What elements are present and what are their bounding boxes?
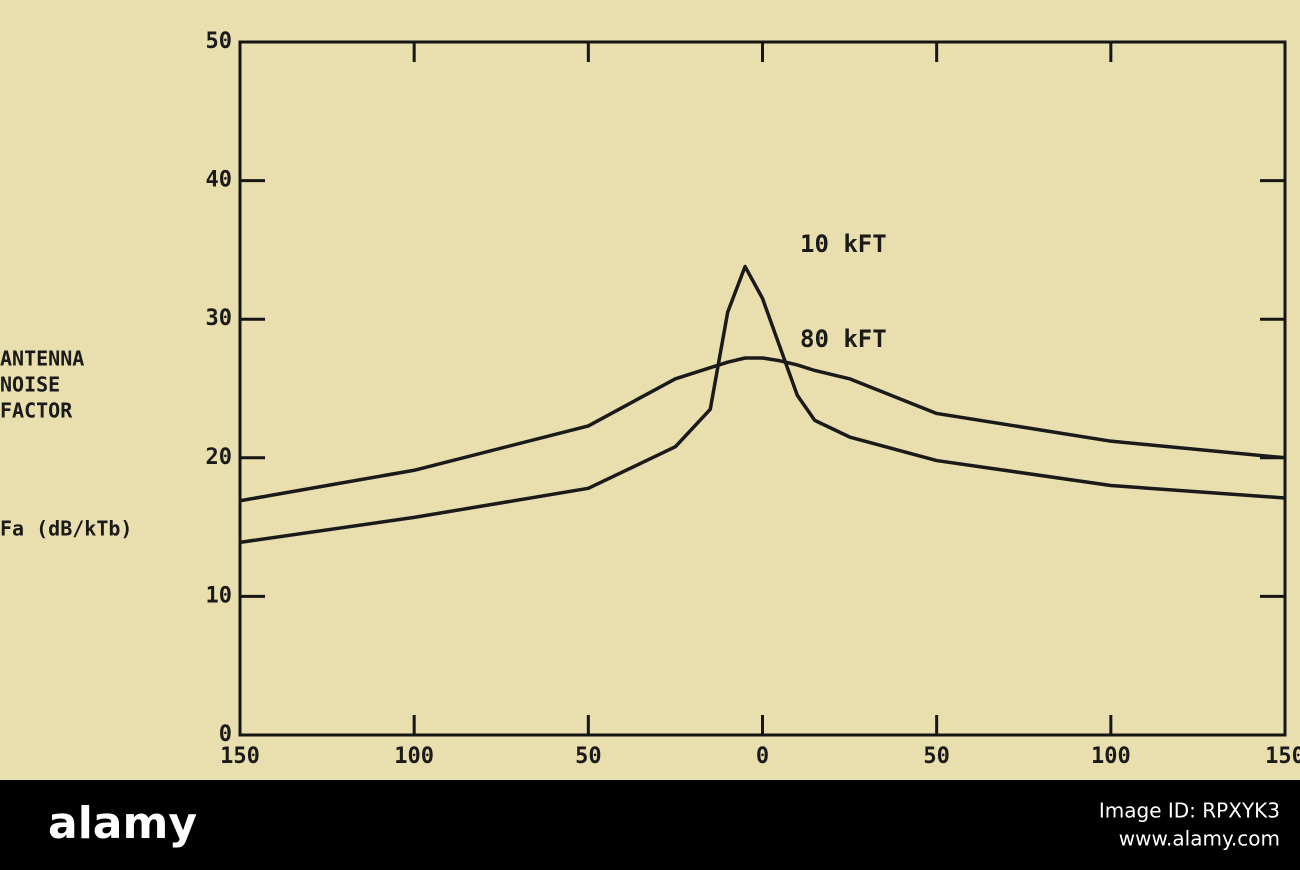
- series-line: [239, 264, 1286, 545]
- footer-id: Image ID: RPXYK3: [1099, 799, 1280, 823]
- footer-bar: [0, 780, 1300, 870]
- y-tick-label: 30: [206, 306, 233, 331]
- x-tick-label: 100: [394, 744, 434, 769]
- y-axis-label-line: NOISE: [0, 373, 60, 397]
- plot-frame: [238, 40, 1287, 737]
- y-axis-label-line: FACTOR: [0, 399, 73, 423]
- x-tick-label: 0: [756, 744, 769, 769]
- y-tick-label: 40: [206, 168, 233, 193]
- x-tick-label: 50: [923, 744, 950, 769]
- x-tick-label: 100: [1091, 744, 1131, 769]
- series-label: 10 kFT: [800, 230, 887, 258]
- y-tick-label: 20: [206, 445, 233, 470]
- y-tick-label: 50: [206, 29, 233, 54]
- footer-brand: alamy: [48, 798, 197, 849]
- y-axis-unit: Fa (dB/kTb): [0, 517, 132, 541]
- y-tick-label: 0: [219, 722, 232, 747]
- series-line: [239, 356, 1286, 503]
- x-tick-label: 150: [1265, 744, 1300, 769]
- series-label: 80 kFT: [800, 325, 887, 353]
- y-tick-label: 10: [206, 583, 233, 608]
- footer-url: www.alamy.com: [1119, 827, 1280, 851]
- y-axis-label-line: ANTENNA: [0, 347, 84, 371]
- x-tick-label: 50: [575, 744, 602, 769]
- x-tick-label: 150: [220, 744, 260, 769]
